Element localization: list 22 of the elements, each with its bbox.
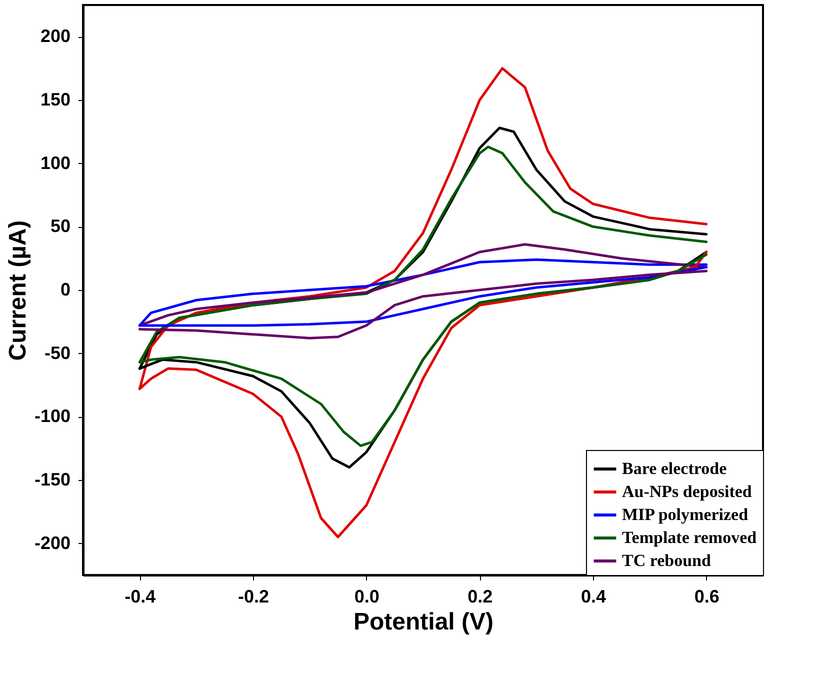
y-tick-label: -100 — [34, 406, 70, 426]
legend-label: MIP polymerized — [622, 505, 749, 524]
y-tick-label: -200 — [34, 532, 70, 553]
x-tick-label: 0.4 — [580, 586, 606, 606]
x-tick-label: 0.6 — [694, 586, 720, 606]
y-tick-label: -50 — [44, 342, 70, 363]
x-tick-label: -0.2 — [238, 586, 270, 606]
y-tick-label: -150 — [34, 470, 70, 490]
legend-label: Bare electrode — [622, 459, 728, 478]
legend-label: TC rebound — [622, 551, 712, 570]
y-axis-title: Current (µA) — [4, 220, 32, 361]
legend-label: Template removed — [622, 528, 758, 547]
y-tick-label: 150 — [40, 90, 70, 110]
x-axis-title: Potential (V) — [353, 608, 494, 636]
x-tick-label: 0.2 — [468, 586, 493, 606]
x-tick-label: -0.4 — [124, 586, 156, 606]
y-tick-label: 100 — [40, 152, 70, 173]
legend-label: Au-NPs deposited — [622, 482, 752, 501]
x-tick-label: 0.0 — [354, 586, 380, 606]
y-tick-label: 50 — [50, 216, 70, 236]
y-tick-label: 0 — [60, 280, 70, 300]
y-tick-label: 200 — [40, 26, 70, 46]
